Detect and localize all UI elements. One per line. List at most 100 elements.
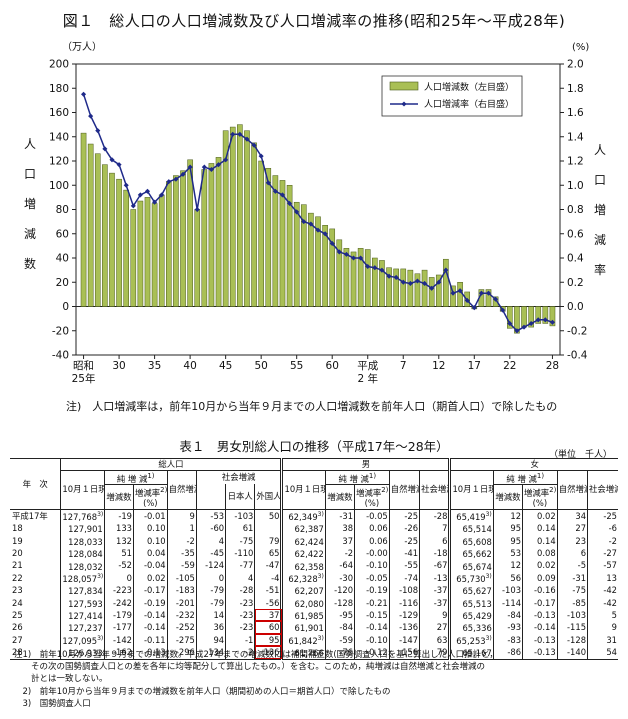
bar (343, 248, 350, 307)
cell-tr: -0.13 (133, 646, 168, 660)
rate-point (180, 171, 186, 177)
rate-point (137, 192, 143, 198)
cell-tn: 1 (166, 522, 197, 535)
cell-mc: -120 (324, 584, 355, 597)
cell-tc: -19 (103, 509, 134, 523)
cell-year: 18 (12, 523, 23, 534)
left-axis-label: 減 (24, 226, 36, 241)
cell-tso: -45 (195, 547, 226, 560)
cell-fso: 13 (587, 571, 618, 585)
legend-bar-label: 人口増減数（左目盛） (424, 81, 514, 93)
rate-point (365, 263, 371, 270)
cell-tj: -23 (225, 609, 255, 622)
rate-point (379, 267, 385, 273)
right-tick-label: 1.0 (567, 180, 584, 192)
bar (336, 239, 343, 307)
rate-point (123, 182, 129, 188)
cell-tc: 0 (103, 571, 134, 585)
cell-fn: 27 (556, 522, 588, 535)
cell-mr: -0.14 (354, 621, 390, 634)
header-f-net-change: 純 増 減1) (492, 470, 558, 485)
cell-fso: 31 (587, 633, 618, 647)
cell-fso: 9 (587, 621, 618, 634)
rate-point (549, 319, 556, 325)
cell-mc: -64 (324, 559, 355, 572)
cell-tf: 37 (254, 609, 282, 622)
bar (144, 197, 151, 307)
cell-fso: 54 (587, 646, 618, 660)
right-tick-label: -0.2 (567, 325, 588, 337)
table-row: 25 127,414 -179 -0.14 -232 14 -23 37 61,985 -95 -0… (10, 609, 618, 622)
right-tick-label: 0.0 (567, 301, 584, 313)
left-tick-label: 0 (62, 301, 69, 313)
cell-f: 65,674 (448, 559, 494, 572)
cell-mso: 79 (419, 646, 450, 660)
bar (308, 212, 314, 307)
bar (414, 273, 421, 307)
cell-fr: 0.02 (522, 509, 558, 523)
cell-fc: 53 (492, 547, 523, 560)
left-axis-label: 数 (24, 256, 36, 271)
cell-fc: 12 (492, 509, 523, 523)
cell-tj: -75 (225, 534, 255, 548)
cell-tf: 136 (254, 646, 282, 660)
cell-m: 61,901 (280, 621, 326, 634)
cell-fc: 56 (492, 571, 523, 585)
right-tick-label: 1.6 (567, 107, 584, 119)
cell-year: 21 (12, 560, 23, 571)
cell-mr: -0.12 (354, 646, 390, 660)
rate-point (315, 227, 321, 233)
cell-tr: -0.14 (133, 609, 168, 622)
rate-point (493, 296, 499, 302)
bar (109, 172, 115, 307)
cell-mso: -18 (419, 547, 450, 560)
bar (542, 306, 549, 324)
cell-tr: 0.10 (133, 534, 168, 548)
bar (265, 168, 272, 307)
cell-year: 28 (12, 647, 23, 658)
cell-mn: -116 (388, 596, 420, 610)
rate-point (500, 307, 506, 313)
cell-tf: 60 (254, 621, 282, 634)
right-axis-label: 増 (594, 203, 606, 217)
header-m-rate: 増減率2) (%) (354, 484, 390, 510)
cell-tso: -79 (195, 584, 226, 597)
header-year: 年 次 (10, 458, 61, 510)
table-row: 26 127,237 -177 -0.14 -252 36 -23 60 61,901 -84 -0… (10, 621, 618, 634)
cell-fc: -93 (492, 621, 523, 634)
bar (364, 249, 371, 307)
rate-point (208, 166, 214, 173)
cell-fso: -57 (587, 559, 618, 572)
x-tick-label: 昭和 (73, 360, 94, 372)
cell-tso: 94 (195, 633, 226, 647)
bar (229, 126, 236, 307)
cell-mn: -26 (388, 522, 420, 535)
header-japanese: 日本人 (225, 484, 255, 510)
cell-tf: 79 (254, 534, 282, 548)
cell-tso: -60 (195, 522, 226, 535)
right-axis-label: 率 (594, 262, 606, 277)
table-row: 23 127,834 -223 -0.17 -183 -79 -28 -51 62,207 -12… (10, 584, 618, 597)
table-row: 24 127,593 -242 -0.19 -201 -79 -23 -56 62,080 -12… (10, 596, 618, 610)
bar (237, 124, 243, 307)
cell-fso: -42 (587, 596, 618, 610)
cell-mn: -41 (388, 547, 420, 560)
right-tick-label: 0.4 (567, 253, 584, 265)
bar (329, 228, 336, 307)
x-tick-label: 35 (148, 360, 161, 372)
cell-tso: 14 (195, 609, 226, 622)
right-tick-label: 2.0 (567, 59, 584, 71)
header-natural: 自然増減 (166, 470, 197, 510)
bar (379, 260, 385, 307)
header-f-natural: 自然増減 (556, 470, 588, 510)
cell-tf: -56 (254, 596, 282, 610)
cell-fn: -5 (556, 559, 588, 572)
bar (116, 178, 122, 307)
x-tick-label: 45 (219, 360, 232, 372)
bar (244, 130, 250, 307)
cell-fn: -128 (556, 633, 588, 647)
bar (528, 306, 534, 328)
rate-point (251, 142, 257, 148)
right-tick-label: 1.4 (567, 131, 584, 143)
rate-point (336, 249, 342, 255)
